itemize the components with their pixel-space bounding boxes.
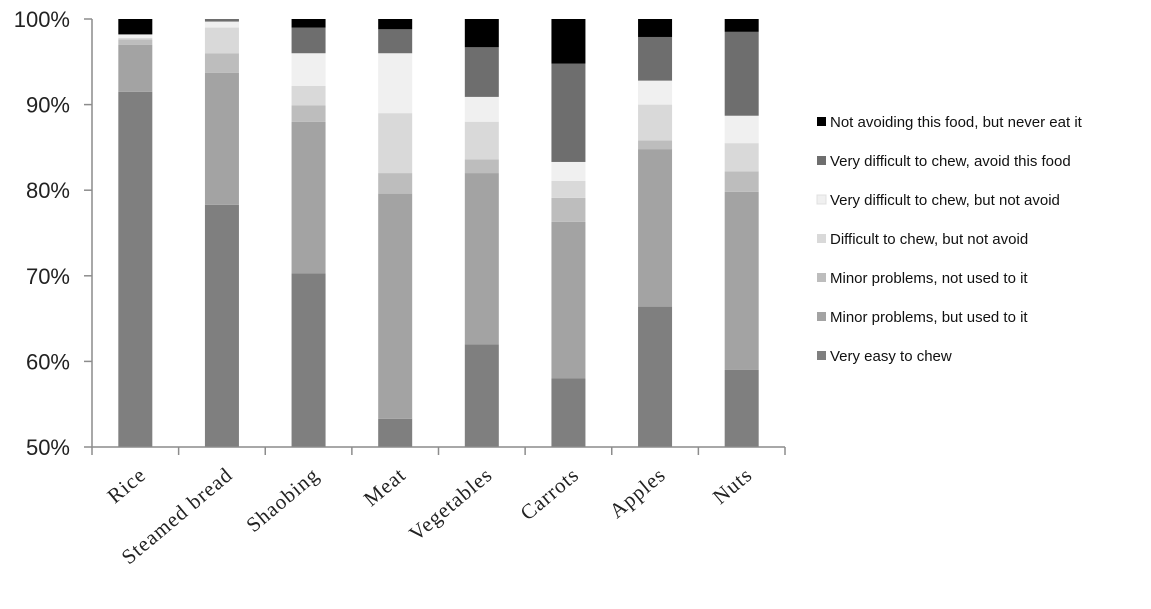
legend-label: Difficult to chew, but not avoid bbox=[830, 231, 1028, 248]
bar-segment bbox=[638, 140, 673, 150]
legend-label: Very difficult to chew, avoid this food bbox=[830, 153, 1071, 170]
bar-segment bbox=[378, 193, 413, 419]
legend-swatch bbox=[817, 234, 826, 243]
bar-segment bbox=[291, 27, 326, 54]
bar-segment bbox=[638, 306, 673, 447]
bar-segment bbox=[551, 161, 586, 181]
y-tick-label: 100% bbox=[14, 7, 70, 32]
y-tick-label: 60% bbox=[26, 349, 70, 374]
x-category-label: Meat bbox=[359, 462, 411, 511]
bar-segment bbox=[464, 47, 499, 97]
x-category-label: Carrots bbox=[515, 462, 583, 525]
bar-segment bbox=[378, 418, 413, 447]
bar-segment bbox=[378, 29, 413, 54]
bar-segment bbox=[464, 159, 499, 174]
bar-segment bbox=[464, 96, 499, 122]
bar-segment bbox=[291, 273, 326, 447]
bar-segment bbox=[638, 149, 673, 307]
bar-segment bbox=[724, 115, 759, 144]
legend-swatch bbox=[816, 194, 827, 205]
bar-segment bbox=[118, 37, 153, 40]
bar-segment bbox=[551, 378, 586, 447]
bar-segment bbox=[724, 143, 759, 172]
bar-segment bbox=[118, 91, 153, 447]
bar-segment bbox=[551, 19, 586, 64]
bar-segment bbox=[291, 85, 326, 106]
legend-swatch bbox=[817, 312, 826, 321]
bar-segment bbox=[291, 19, 326, 28]
bar-segment bbox=[551, 63, 586, 162]
bar-segment bbox=[204, 72, 239, 205]
x-category-label: Nuts bbox=[708, 462, 757, 508]
bar-segment bbox=[118, 34, 153, 38]
legend-swatch bbox=[817, 351, 826, 360]
bar-segment bbox=[378, 53, 413, 114]
bar-segment bbox=[464, 19, 499, 48]
legend-swatch bbox=[817, 117, 826, 126]
y-tick-label: 50% bbox=[26, 435, 70, 460]
bar-segment bbox=[724, 31, 759, 116]
bar-segment bbox=[551, 197, 586, 222]
bar-segment bbox=[638, 80, 673, 105]
x-category-label: Rice bbox=[103, 462, 151, 508]
bar-segment bbox=[638, 19, 673, 37]
bar-segment bbox=[118, 19, 153, 35]
bar-segment bbox=[464, 121, 499, 160]
bar-segment bbox=[638, 104, 673, 141]
bar-segment bbox=[204, 19, 239, 22]
bar-segment bbox=[204, 204, 239, 447]
y-tick-label: 90% bbox=[26, 93, 70, 118]
bar-segment bbox=[378, 19, 413, 30]
bars bbox=[118, 19, 759, 447]
bar-segment bbox=[204, 27, 239, 54]
y-tick-label: 80% bbox=[26, 178, 70, 203]
legend-label: Not avoiding this food, but never eat it bbox=[830, 114, 1083, 131]
legend-label: Very easy to chew bbox=[830, 348, 952, 365]
y-tick-label: 70% bbox=[26, 264, 70, 289]
x-category-label: Vegetables bbox=[404, 462, 497, 545]
bar-segment bbox=[204, 21, 239, 28]
bar-segment bbox=[378, 173, 413, 194]
bar-segment bbox=[551, 180, 586, 198]
bar-segment bbox=[724, 19, 759, 32]
legend-label: Very difficult to chew, but not avoid bbox=[830, 192, 1060, 209]
bar-segment bbox=[724, 369, 759, 447]
bar-segment bbox=[464, 344, 499, 447]
bar-segment bbox=[551, 221, 586, 379]
bar-segment bbox=[724, 171, 759, 192]
legend-swatch bbox=[817, 156, 826, 165]
bar-segment bbox=[378, 113, 413, 174]
bar-segment bbox=[291, 121, 326, 274]
bar-segment bbox=[204, 53, 239, 73]
y-axis: 50% 60% 70% 80% 90% 100% bbox=[14, 7, 93, 460]
bar-segment bbox=[724, 191, 759, 370]
bar-segment bbox=[291, 105, 326, 122]
x-category-label: Apples bbox=[605, 462, 671, 522]
legend-label: Minor problems, but used to it bbox=[830, 309, 1028, 326]
legend-swatch bbox=[817, 273, 826, 282]
bar-segment bbox=[118, 44, 153, 92]
x-category-label: Shaobing bbox=[241, 462, 323, 537]
bar-segment bbox=[464, 173, 499, 345]
bar-segment bbox=[291, 53, 326, 86]
legend: Not avoiding this food, but never eat it… bbox=[816, 114, 1083, 365]
bar-segment bbox=[118, 39, 153, 45]
bar-segment bbox=[638, 36, 673, 81]
legend-label: Minor problems, not used to it bbox=[830, 270, 1028, 287]
